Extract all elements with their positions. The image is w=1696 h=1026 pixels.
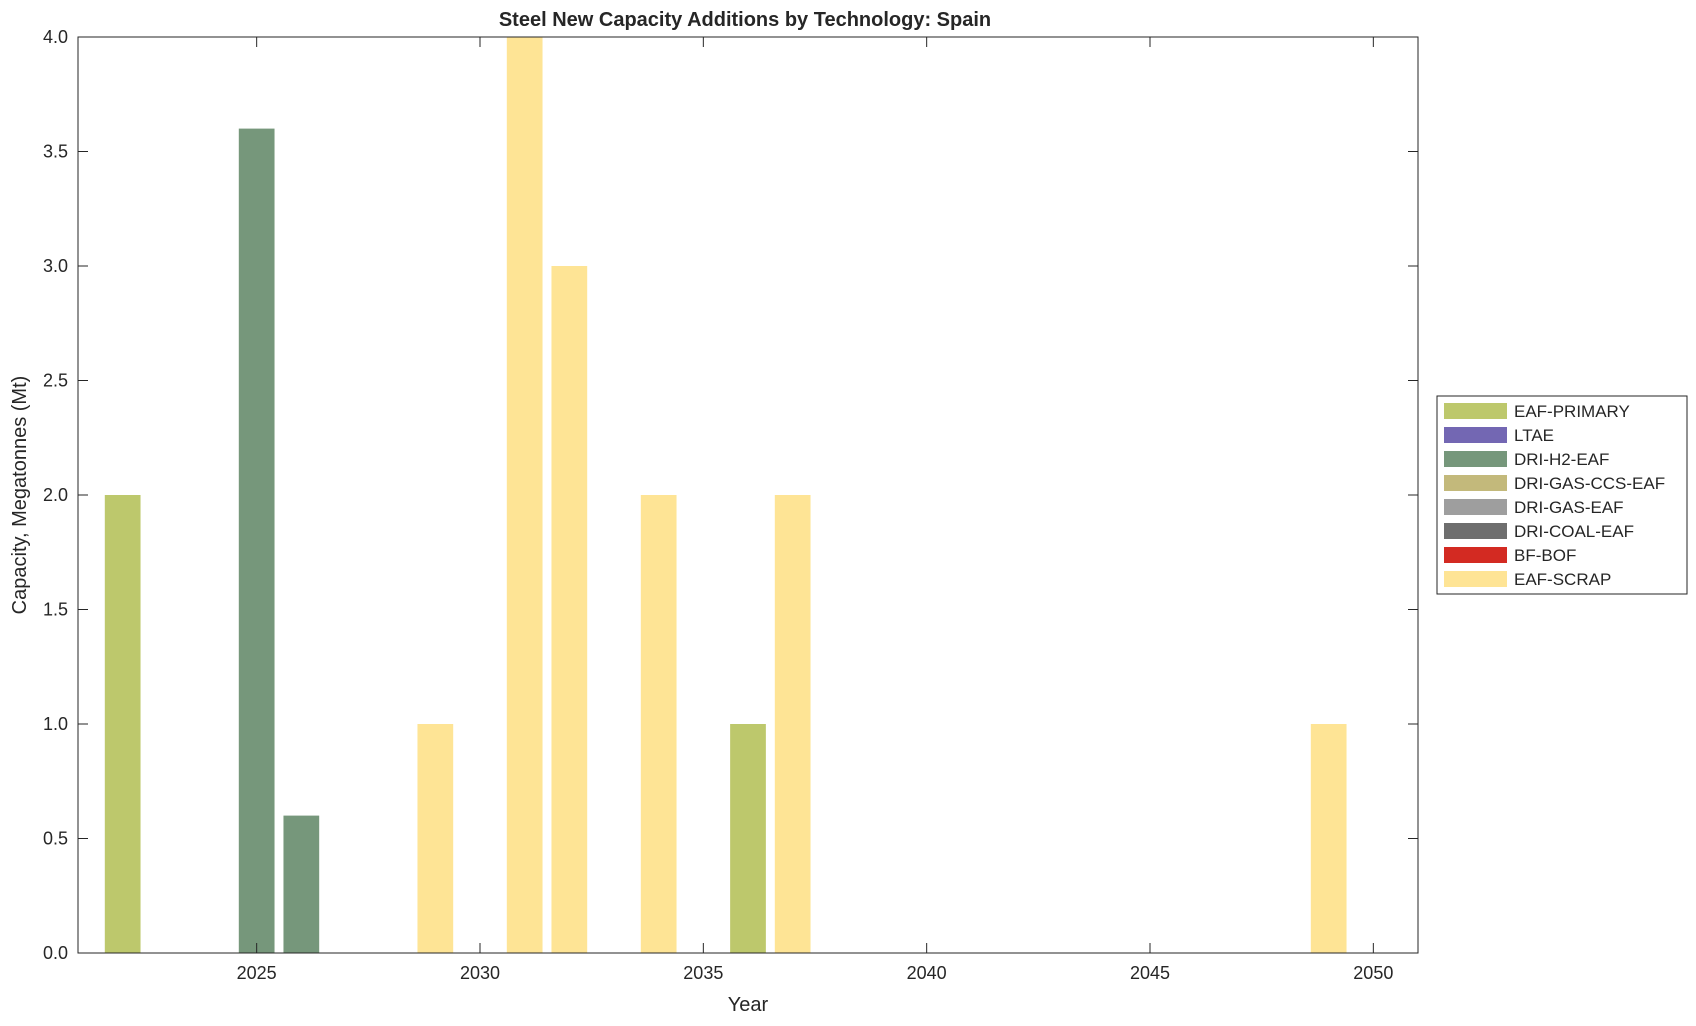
x-tick-label: 2025 <box>237 963 277 983</box>
x-tick-label: 2040 <box>907 963 947 983</box>
legend-item-dri-gas-ccs-eaf[interactable]: DRI-GAS-CCS-EAF <box>1444 474 1665 493</box>
x-axis-label: Year <box>728 994 769 1016</box>
bar-eaf-primary-2022 <box>104 495 141 953</box>
bars-group <box>104 37 1347 954</box>
bar-eaf-scrap-2034 <box>640 495 677 953</box>
bar-eaf-scrap-2029 <box>417 724 454 953</box>
legend-item-eaf-scrap[interactable]: EAF-SCRAP <box>1444 570 1611 589</box>
bar-eaf-scrap-2031 <box>506 37 543 953</box>
y-tick-label: 1.0 <box>43 714 68 734</box>
legend[interactable]: EAF-PRIMARY LTAE DRI-H2-EAF DRI-GAS-CCS-EAF… <box>1436 395 1688 595</box>
y-tick-label: 2.5 <box>43 371 68 391</box>
legend-swatch <box>1444 475 1507 491</box>
y-tick-label: 4.0 <box>43 27 68 47</box>
legend-swatch <box>1444 403 1507 419</box>
legend-swatch <box>1444 547 1507 563</box>
legend-label: DRI-GAS-CCS-EAF <box>1514 474 1665 493</box>
x-axis: 2025 2030 2035 2040 2045 2050 <box>237 37 1393 983</box>
chart-title: Steel New Capacity Additions by Technolo… <box>499 9 991 31</box>
bar-dri-h2-eaf-2026 <box>283 815 320 953</box>
legend-item-ltae[interactable]: LTAE <box>1444 426 1554 445</box>
bar-eaf-scrap-2049 <box>1310 724 1347 953</box>
bar-dri-h2-eaf-2025 <box>238 128 275 954</box>
legend-item-dri-h2-eaf[interactable]: DRI-H2-EAF <box>1444 450 1609 469</box>
x-tick-label: 2050 <box>1353 963 1393 983</box>
y-axis-label: Capacity, Megatonnes (Mt) <box>9 376 31 615</box>
bar-eaf-scrap-2037 <box>774 495 811 953</box>
bar-eaf-primary-2036 <box>730 724 766 953</box>
legend-swatch <box>1444 499 1507 515</box>
legend-label: EAF-PRIMARY <box>1514 402 1630 421</box>
y-axis: 0.0 0.5 1.0 1.5 2.0 2.5 3.0 3.5 4.0 <box>43 27 1418 963</box>
x-tick-label: 2030 <box>460 963 500 983</box>
legend-item-dri-gas-eaf[interactable]: DRI-GAS-EAF <box>1444 498 1624 517</box>
y-tick-label: 1.5 <box>43 600 68 620</box>
legend-item-bf-bof[interactable]: BF-BOF <box>1444 546 1576 565</box>
legend-label: BF-BOF <box>1514 546 1576 565</box>
legend-label: EAF-SCRAP <box>1514 570 1611 589</box>
legend-swatch <box>1444 451 1507 467</box>
legend-label: LTAE <box>1514 426 1554 445</box>
legend-label: DRI-COAL-EAF <box>1514 522 1634 541</box>
legend-label: DRI-H2-EAF <box>1514 450 1609 469</box>
x-tick-label: 2035 <box>683 963 723 983</box>
x-tick-label: 2045 <box>1130 963 1170 983</box>
y-tick-label: 2.0 <box>43 485 68 505</box>
legend-swatch <box>1444 427 1507 443</box>
y-tick-label: 0.5 <box>43 829 68 849</box>
bar-eaf-scrap-2032 <box>551 266 588 953</box>
legend-swatch <box>1444 571 1507 587</box>
y-tick-label: 3.0 <box>43 256 68 276</box>
legend-item-eaf-primary[interactable]: EAF-PRIMARY <box>1444 402 1630 421</box>
legend-swatch <box>1444 523 1507 539</box>
y-tick-label: 3.5 <box>43 142 68 162</box>
legend-item-dri-coal-eaf[interactable]: DRI-COAL-EAF <box>1444 522 1634 541</box>
legend-label: DRI-GAS-EAF <box>1514 498 1624 517</box>
y-tick-label: 0.0 <box>43 943 68 963</box>
